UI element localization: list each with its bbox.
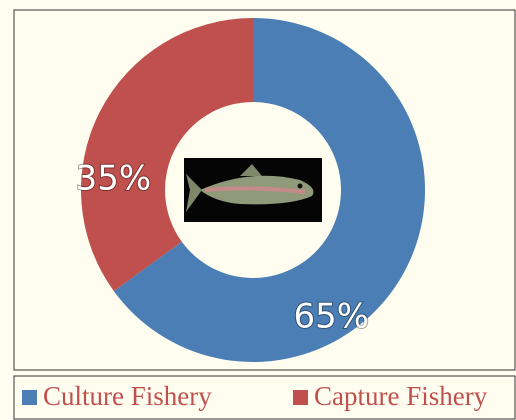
fish-eye	[297, 183, 303, 189]
value-label: 35%	[76, 159, 152, 199]
legend-swatch	[293, 390, 308, 405]
value-label: 65%	[294, 296, 370, 336]
legend-frame	[13, 375, 516, 420]
fish-fin	[240, 164, 262, 176]
legend: Culture Fishery Capture Fishery	[22, 381, 488, 411]
fish-image	[184, 158, 322, 222]
fish-tail	[186, 174, 202, 212]
legend-label: Culture Fishery	[43, 381, 212, 411]
fish-stripe	[204, 186, 306, 194]
legend-label: Capture Fishery	[314, 381, 488, 411]
slice	[81, 18, 253, 292]
labels: 65% 35%	[75, 158, 371, 338]
slice	[113, 18, 426, 363]
slices	[81, 18, 426, 363]
legend-swatch	[22, 390, 37, 405]
